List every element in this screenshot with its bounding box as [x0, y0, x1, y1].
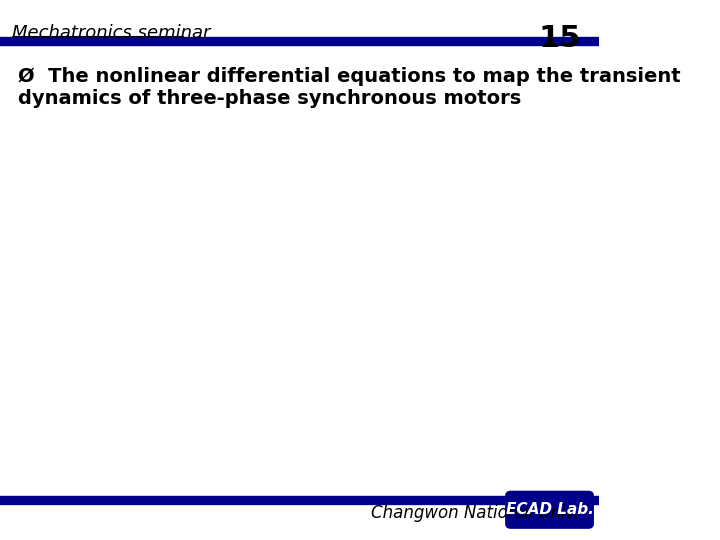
- Text: Ø  The nonlinear differential equations to map the transient: Ø The nonlinear differential equations t…: [18, 68, 680, 86]
- Text: dynamics of three-phase synchronous motors: dynamics of three-phase synchronous moto…: [18, 89, 521, 108]
- FancyBboxPatch shape: [506, 491, 593, 528]
- Text: Changwon National Univ.: Changwon National Univ.: [371, 504, 580, 522]
- Text: Mechatronics seminar: Mechatronics seminar: [12, 24, 210, 42]
- Text: 15: 15: [538, 24, 580, 53]
- Text: ECAD Lab.: ECAD Lab.: [505, 502, 593, 517]
